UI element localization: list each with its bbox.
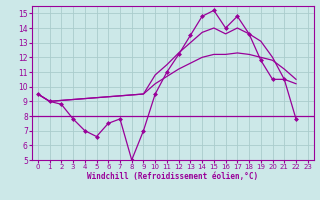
X-axis label: Windchill (Refroidissement éolien,°C): Windchill (Refroidissement éolien,°C) [87,172,258,181]
